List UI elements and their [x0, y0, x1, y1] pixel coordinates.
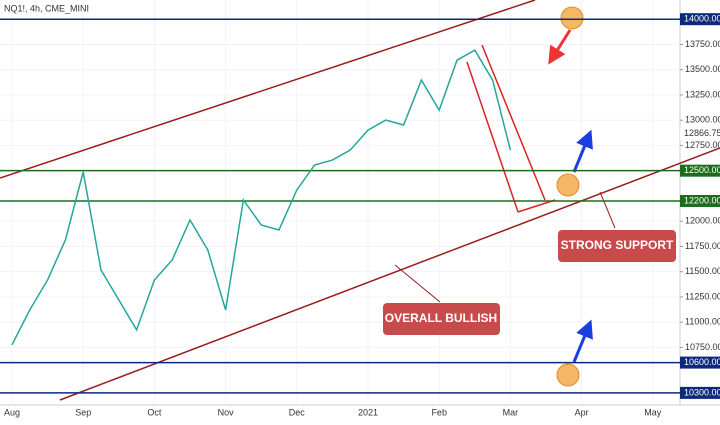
price-line [11, 49, 512, 346]
annotation-box [558, 230, 676, 262]
down-line [466, 61, 519, 213]
chart-title: NQ1!, 4h, CME_MINI [4, 3, 89, 13]
x-tick-label: Oct [147, 407, 162, 417]
channel-lower [59, 147, 720, 401]
x-tick-label: Nov [218, 407, 235, 417]
level-label-box [680, 194, 720, 207]
y-tick-label: 11250.00 [685, 291, 720, 301]
level-label-box [680, 164, 720, 177]
y-tick-label: 12750.00 [685, 140, 720, 150]
arrow-up [572, 129, 593, 173]
level-label: 10600.00 [684, 357, 720, 367]
channel-upper [0, 0, 536, 179]
y-tick-label: 13000.00 [685, 115, 720, 125]
y-tick-label: 13750.00 [685, 39, 720, 49]
level-label: 10300.00 [684, 387, 720, 397]
y-tick-label: 13500.00 [685, 64, 720, 74]
y-tick-label: 11000.00 [685, 317, 720, 327]
level-label: 12200.00 [684, 195, 720, 205]
circle-marker [556, 173, 580, 197]
x-tick-label: Dec [289, 407, 306, 417]
annotation-box [383, 303, 500, 335]
circle-marker [556, 363, 580, 387]
level-label-box [680, 386, 720, 399]
y-tick-label: 10750.00 [685, 342, 720, 352]
x-tick-label: Mar [503, 407, 519, 417]
last-price-label: 12866.75 [684, 128, 720, 138]
x-tick-label: Apr [575, 407, 589, 417]
callout-pointer [599, 191, 616, 229]
y-tick-label: 13250.00 [685, 89, 720, 99]
y-tick-label: 11750.00 [685, 241, 720, 251]
x-tick-label: Sep [75, 407, 91, 417]
x-tick-label: Feb [431, 407, 447, 417]
annotation: OVERALL BULLISH [385, 311, 497, 325]
level-label: 14000.00 [684, 14, 720, 24]
arrow-up [572, 319, 593, 363]
last-price-box [680, 127, 720, 140]
circle-marker [560, 6, 584, 30]
down-line [517, 199, 556, 213]
y-tick-label: 12000.00 [685, 216, 720, 226]
x-tick-label: May [644, 407, 662, 417]
down-line [481, 44, 546, 201]
level-label-box [680, 13, 720, 26]
annotation: STRONG SUPPORT [561, 238, 674, 252]
y-tick-label: 11500.00 [685, 266, 720, 276]
x-tick-label: Aug [4, 407, 20, 417]
level-label-box [680, 356, 720, 369]
x-tick-label: 2021 [358, 407, 378, 417]
level-label: 12500.00 [684, 165, 720, 175]
arrow-down [548, 29, 572, 65]
callout-pointer [394, 264, 441, 303]
